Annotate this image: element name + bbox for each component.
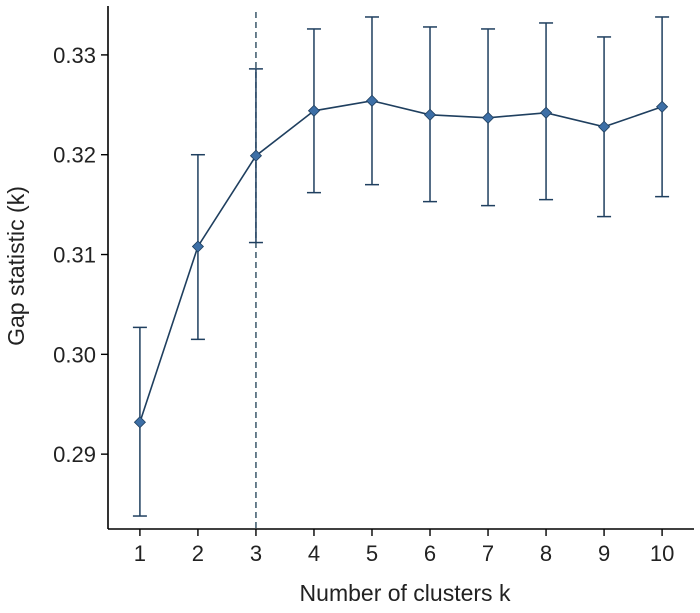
x-tick-label: 10 xyxy=(650,541,674,566)
y-tick-label: 0.29 xyxy=(53,442,96,467)
x-tick-label: 7 xyxy=(482,541,494,566)
x-tick-label: 9 xyxy=(598,541,610,566)
data-point xyxy=(249,149,263,162)
data-point xyxy=(307,104,321,117)
x-tick-label: 4 xyxy=(308,541,320,566)
x-axis-title: Number of clusters k xyxy=(300,580,511,606)
data-point xyxy=(365,94,379,107)
x-tick-label: 8 xyxy=(540,541,552,566)
x-tick-label: 5 xyxy=(366,541,378,566)
plot-area xyxy=(132,12,670,529)
data-point xyxy=(656,100,669,113)
y-tick-label: 0.33 xyxy=(53,43,96,68)
series-line xyxy=(139,99,663,423)
x-tick-label: 2 xyxy=(192,541,204,566)
data-point xyxy=(481,111,495,124)
y-axis-title: Gap statistic (k) xyxy=(3,186,29,346)
data-point xyxy=(133,416,146,429)
y-tick-label: 0.30 xyxy=(53,342,96,367)
y-tick-label: 0.32 xyxy=(53,143,96,168)
axes: 0.29 0.30 0.31 0.32 0.33 1 2 3 4 5 6 7 8 9 10 xyxy=(53,6,694,566)
data-point xyxy=(191,240,204,253)
x-tick-label: 3 xyxy=(250,541,262,566)
x-tick-label: 1 xyxy=(134,541,146,566)
data-point xyxy=(423,108,437,121)
data-point xyxy=(539,106,553,119)
x-tick-label: 6 xyxy=(424,541,436,566)
y-tick-label: 0.31 xyxy=(53,243,96,268)
data-point xyxy=(598,120,611,133)
